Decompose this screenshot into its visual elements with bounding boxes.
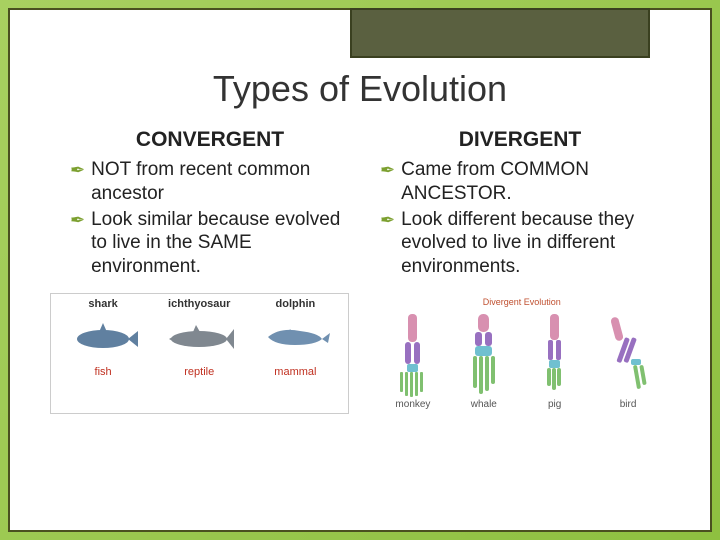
slide-container: Types of Evolution CONVERGENT ✒ NOT from… bbox=[8, 8, 712, 532]
bullet-icon: ✒ bbox=[70, 160, 85, 181]
bullet-text: Look different because they evolved to l… bbox=[401, 208, 660, 279]
bullet-text: Look similar because evolved to live in … bbox=[91, 208, 350, 279]
limb-label: whale bbox=[461, 399, 506, 410]
divergent-figure-title: Divergent Evolution bbox=[378, 297, 667, 307]
divergent-column: DIVERGENT ✒ Came from COMMON ANCESTOR. ✒… bbox=[380, 128, 660, 281]
limb-pig: pig bbox=[532, 309, 577, 410]
divergent-header: DIVERGENT bbox=[380, 128, 660, 152]
bullet-text: NOT from recent common ancestor bbox=[91, 158, 350, 206]
dolphin-icon bbox=[260, 312, 330, 362]
animal-shark: shark fish bbox=[68, 298, 138, 378]
bullet-item: ✒ Came from COMMON ANCESTOR. bbox=[380, 158, 660, 206]
bullet-item: ✒ NOT from recent common ancestor bbox=[70, 158, 350, 206]
animal-bottom-label: mammal bbox=[260, 366, 330, 378]
animal-top-label: ichthyosaur bbox=[164, 298, 234, 310]
figures-row: shark fish ichthyosaur bbox=[10, 281, 710, 414]
header-decoration-bar bbox=[350, 8, 650, 58]
ichthyosaur-icon bbox=[164, 312, 234, 362]
content-columns: CONVERGENT ✒ NOT from recent common ance… bbox=[10, 110, 710, 281]
bullet-icon: ✒ bbox=[380, 160, 395, 181]
limb-monkey: monkey bbox=[390, 309, 435, 410]
limb-label: monkey bbox=[390, 399, 435, 410]
animal-top-label: dolphin bbox=[260, 298, 330, 310]
bullet-icon: ✒ bbox=[70, 210, 85, 231]
animal-dolphin: dolphin mammal bbox=[260, 298, 330, 378]
divergent-figure: Divergent Evolution monkey bbox=[374, 293, 671, 414]
convergent-figure: shark fish ichthyosaur bbox=[50, 293, 349, 414]
animal-top-label: shark bbox=[68, 298, 138, 310]
animal-bottom-label: reptile bbox=[164, 366, 234, 378]
shark-icon bbox=[68, 312, 138, 362]
animal-bottom-label: fish bbox=[68, 366, 138, 378]
convergent-animals: shark fish ichthyosaur bbox=[55, 298, 344, 378]
limb-bird: bird bbox=[603, 309, 653, 410]
limb-group: monkey whale bbox=[378, 309, 667, 410]
limb-whale: whale bbox=[461, 309, 506, 410]
bullet-icon: ✒ bbox=[380, 210, 395, 231]
limb-label: bird bbox=[603, 399, 653, 410]
bullet-text: Came from COMMON ANCESTOR. bbox=[401, 158, 660, 206]
bullet-item: ✒ Look similar because evolved to live i… bbox=[70, 208, 350, 279]
convergent-header: CONVERGENT bbox=[70, 128, 350, 152]
limb-label: pig bbox=[532, 399, 577, 410]
slide-title: Types of Evolution bbox=[10, 68, 710, 110]
bullet-item: ✒ Look different because they evolved to… bbox=[380, 208, 660, 279]
convergent-column: CONVERGENT ✒ NOT from recent common ance… bbox=[70, 128, 350, 281]
animal-ichthyosaur: ichthyosaur reptile bbox=[164, 298, 234, 378]
